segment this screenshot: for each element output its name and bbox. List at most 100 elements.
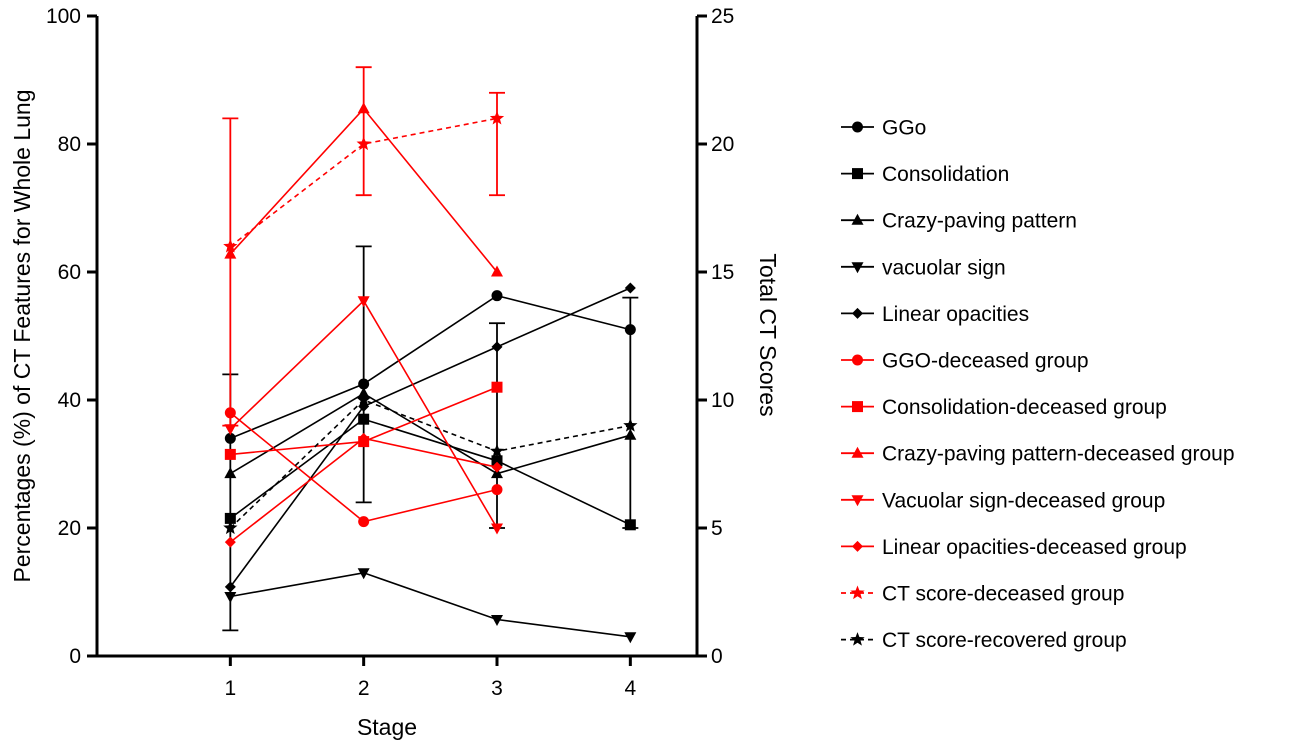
x-tick-label: 3 [491,677,503,700]
y-right-tick-label: 0 [711,645,723,668]
series-ggo [224,290,636,444]
legend-label: Consolidation-deceased group [882,396,1167,419]
legend-marker [850,585,865,600]
legend-marker [852,168,863,180]
series-line-vacuolar-sign [230,571,631,638]
series-ct-score-deceased-group [223,110,505,253]
series-line-crazy-paving-pattern [229,392,631,475]
legend-marker [850,632,865,646]
data-point-consolidation-deceased-group [491,381,503,393]
data-point-vacuolar-sign [624,632,637,644]
data-point-consolidation [224,512,236,524]
legend-marker [851,262,864,274]
series-lines [223,102,638,644]
legend-item-consolidation-deceased-group: Consolidation-deceased group [841,396,1167,419]
legend-label: Consolidation [882,163,1009,186]
data-point-consolidation [491,455,503,467]
legend-label: GGO-deceased group [882,350,1089,373]
data-point-linear-opacities [491,341,503,353]
series-ct-score-recovered-group [223,392,638,535]
x-tick-label: 1 [224,677,236,700]
legend-item-crazy-paving-pattern-deceased-group: Crazy-paving pattern-deceased group [841,443,1235,466]
data-point-ggo [224,432,236,444]
x-axis-title: Stage [357,714,417,740]
legend-label: CT score-recovered group [882,629,1127,652]
data-point-ct-score-recovered-group [623,418,638,432]
series-vacuolar-sign-deceased-group [224,296,503,535]
series-linear-opacities-deceased-group [224,432,503,548]
data-point-vacuolar-sign-deceased-group [357,296,370,308]
y-right-tick-label: 15 [711,261,734,284]
legend-marker [851,446,864,458]
data-point-crazy-paving-pattern [224,467,237,479]
data-point-ct-score-recovered-group [356,392,371,407]
data-point-vacuolar-sign [491,615,503,627]
data-point-vacuolar-sign [357,568,370,580]
legend-label: CT score-deceased group [882,583,1124,606]
legend-item-crazy-paving-pattern: Crazy-paving pattern [841,210,1077,233]
series-line-ggo [230,294,631,440]
legend-marker [851,213,864,225]
y-right-tick-label: 25 [711,5,734,28]
data-point-ct-score-recovered-group [223,520,238,535]
legend-item-vacuolar-sign-deceased-group: Vacuolar sign-deceased group [841,489,1165,512]
error-bars [222,66,639,632]
legend-label: Linear opacities-deceased group [882,536,1187,559]
data-point-linear-opacities-deceased-group [358,432,370,444]
y-left-tick-label: 60 [58,261,81,284]
y-left-tick-label: 100 [46,5,81,28]
legend-item-linear-opacities: Linear opacities [841,303,1029,326]
legend-marker [852,307,863,319]
legend-item-vacuolar-sign: vacuolar sign [841,256,1006,279]
data-point-ggo-deceased-group [224,407,236,419]
y-axis-right-title: Total CT Scores [755,253,781,416]
x-tick-label: 2 [358,677,370,700]
legend-label: GGo [882,117,926,140]
data-point-vacuolar-sign-deceased-group [491,523,503,535]
legend-marker [851,495,864,507]
series-line-ct-score-deceased-group [229,117,498,248]
data-point-ct-score-recovered-group [489,443,505,458]
series-crazy-paving-pattern-deceased-group [224,102,503,277]
data-point-consolidation-deceased-group [224,448,236,460]
y-left-tick-label: 0 [69,645,81,668]
data-point-ggo [624,324,636,336]
data-point-ggo [358,378,370,390]
legend-item-consolidation: Consolidation [841,163,1009,186]
data-point-ggo [491,290,503,302]
series-line-consolidation [229,418,631,526]
legend-label: Crazy-paving pattern [882,210,1077,233]
data-point-ggo-deceased-group [491,484,503,496]
series-ggo-deceased-group [224,407,503,528]
legend-label: Crazy-paving pattern-deceased group [882,443,1235,466]
x-tick-label: 4 [624,677,636,700]
legend-label: vacuolar sign [882,256,1006,279]
legend-item-ggo: GGo [841,117,926,140]
legend-marker [852,354,863,366]
series-consolidation [224,413,636,531]
legend-marker [852,121,863,133]
data-point-consolidation [624,519,636,531]
data-point-linear-opacities [624,282,636,294]
data-point-crazy-paving-pattern-deceased-group [224,247,237,259]
data-point-ggo-deceased-group [358,516,370,528]
data-point-crazy-paving-pattern-deceased-group [357,102,370,114]
legend-item-linear-opacities-deceased-group: Linear opacities-deceased group [841,536,1187,559]
legend-label: Vacuolar sign-deceased group [882,489,1165,512]
series-crazy-paving-pattern [224,387,637,479]
data-point-linear-opacities-deceased-group [491,461,503,473]
y-right-tick-label: 5 [711,517,723,540]
series-line-ct-score-recovered-group [229,399,631,529]
y-left-tick-label: 40 [58,389,81,412]
axes: 0 20 40 60 80 100 0 5 10 15 20 25 1 2 3 4 Stage Percentag… [9,5,781,740]
series-line-linear-opacities [229,287,631,588]
data-point-crazy-paving-pattern-deceased-group [491,265,503,277]
series-linear-opacities [224,282,636,593]
legend-item-ct-score-deceased-group: CT score-deceased group [841,583,1124,606]
legend-marker [852,540,863,552]
y-right-tick-label: 20 [711,133,734,156]
data-point-linear-opacities-deceased-group [224,536,236,548]
legend-item-ggo-deceased-group: GGO-deceased group [841,350,1089,373]
y-left-tick-label: 80 [58,133,81,156]
